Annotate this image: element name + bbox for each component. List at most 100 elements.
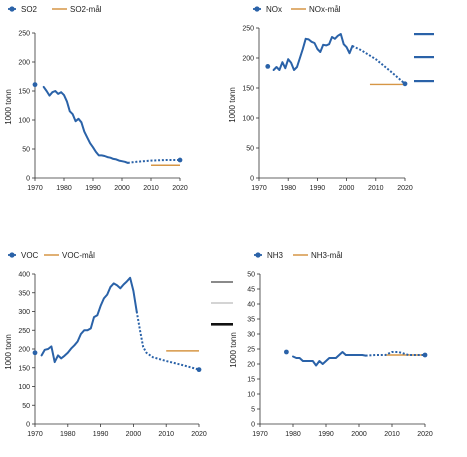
x-tick-label: 2020 <box>172 185 188 192</box>
plot-area: 1970 1980 1990 2000 2010 2020 0 5 10 15 20 25 30 35 40… <box>247 272 433 439</box>
projection-line <box>135 311 200 371</box>
legend-series-marker <box>9 252 15 258</box>
end-point <box>196 367 202 373</box>
x-tick-label: 2020 <box>417 431 433 438</box>
data-point <box>284 349 289 355</box>
series-line <box>272 33 354 71</box>
end-point <box>402 81 408 87</box>
x-tick-label: 2020 <box>397 185 413 192</box>
chart-nh3: NH3 NH3-mål 1000 tonn 1970 1980 1990 2000 20… <box>229 251 433 438</box>
y-tick-label: 20 <box>247 362 255 369</box>
legend-nox: NOx NOx-mål <box>253 5 341 14</box>
data-point <box>32 82 38 88</box>
y-tick-label: 5 <box>251 407 255 414</box>
side-marks <box>211 33 434 326</box>
data-point <box>32 350 38 356</box>
x-tick-label: 1980 <box>280 185 296 192</box>
y-axis-label: 1000 tonn <box>4 334 13 370</box>
x-tick-label: 2000 <box>114 185 130 192</box>
y-tick-label: 50 <box>246 146 254 153</box>
y-tick-label: 10 <box>247 392 255 399</box>
side-mark <box>211 302 233 304</box>
y-axis-label: 1000 tonn <box>228 87 237 123</box>
side-mark <box>414 80 434 83</box>
y-tick-label: 100 <box>242 116 254 123</box>
chart-nox: NOx NOx-mål 1000 tonn 1970 1980 1990 2000 20… <box>228 5 413 192</box>
end-point <box>177 157 183 163</box>
y-tick-label: 50 <box>22 403 30 410</box>
x-tick-label: 2000 <box>126 431 142 438</box>
x-tick-label: 1980 <box>285 431 301 438</box>
x-tick-label: 1970 <box>27 431 43 438</box>
y-tick-label: 30 <box>247 332 255 339</box>
y-tick-label: 200 <box>18 60 30 67</box>
plot-area: 1970 1980 1990 2000 2010 2020 0 50 100 150 200 250 <box>18 31 188 193</box>
series-line <box>40 276 138 364</box>
y-tick-label: 0 <box>250 176 254 183</box>
y-tick-label: 350 <box>18 290 30 297</box>
y-tick-label: 45 <box>247 287 255 294</box>
x-tick-label: 1990 <box>85 185 101 192</box>
y-tick-label: 0 <box>26 176 30 183</box>
plot-area: 1970 1980 1990 2000 2010 2020 0 50 100 150 200 250 <box>242 26 413 193</box>
legend-series-label: VOC <box>21 251 39 260</box>
y-tick-label: 150 <box>18 89 30 96</box>
x-tick-label: 1970 <box>252 431 268 438</box>
side-mark <box>414 33 434 36</box>
legend-target-label: VOC-mål <box>62 251 95 260</box>
legend-series-marker <box>255 252 261 258</box>
legend-voc: VOC VOC-mål <box>8 251 95 260</box>
chart-voc: VOC VOC-mål 1000 tonn 1970 1980 1990 2000 20… <box>4 251 207 438</box>
side-mark <box>211 323 233 326</box>
x-tick-label: 1970 <box>251 185 267 192</box>
legend-series-marker <box>9 6 15 12</box>
projection-line <box>127 159 180 164</box>
y-axis-label: 1000 tonn <box>4 89 13 125</box>
y-tick-label: 200 <box>242 56 254 63</box>
y-tick-label: 400 <box>18 272 30 279</box>
projection-line <box>365 351 425 357</box>
y-tick-label: 25 <box>247 347 255 354</box>
plot-area: 1970 1980 1990 2000 2010 2020 0 50 100 150 200 250 3… <box>18 272 207 439</box>
x-tick-label: 2010 <box>143 185 159 192</box>
x-tick-label: 1970 <box>27 185 43 192</box>
y-tick-label: 150 <box>242 86 254 93</box>
y-tick-label: 35 <box>247 317 255 324</box>
side-mark <box>211 281 233 283</box>
y-tick-label: 0 <box>251 422 255 429</box>
x-tick-label: 1990 <box>93 431 109 438</box>
legend-series-label: SO2 <box>21 5 38 14</box>
x-tick-label: 2010 <box>158 431 174 438</box>
y-tick-label: 50 <box>247 272 255 279</box>
y-tick-label: 100 <box>18 384 30 391</box>
y-tick-label: 250 <box>18 31 30 38</box>
legend-target-label: SO2-mål <box>70 5 102 14</box>
legend-target-label: NOx-mål <box>309 5 341 14</box>
y-tick-label: 200 <box>18 347 30 354</box>
y-tick-label: 40 <box>247 302 255 309</box>
y-tick-label: 100 <box>18 118 30 125</box>
y-axis-label: 1000 tonn <box>229 332 238 368</box>
y-tick-label: 50 <box>22 147 30 154</box>
x-tick-label: 2010 <box>368 185 384 192</box>
y-tick-label: 300 <box>18 309 30 316</box>
data-point <box>265 64 271 69</box>
y-tick-label: 250 <box>242 26 254 33</box>
legend-series-label: NOx <box>266 5 282 14</box>
legend-series-label: NH3 <box>267 251 284 260</box>
x-tick-label: 1980 <box>60 431 76 438</box>
x-tick-label: 2000 <box>339 185 355 192</box>
x-tick-label: 2020 <box>191 431 207 438</box>
y-tick-label: 0 <box>26 422 30 429</box>
x-tick-label: 1980 <box>56 185 72 192</box>
x-tick-label: 2010 <box>384 431 400 438</box>
series-line <box>42 85 129 164</box>
x-tick-label: 1990 <box>310 185 326 192</box>
legend-nh3: NH3 NH3-mål <box>254 251 343 260</box>
chart-so2: SO2 SO2-mål 1000 tonn 1970 1980 1990 2000 20… <box>4 5 188 192</box>
end-point <box>422 352 428 358</box>
x-tick-label: 1990 <box>318 431 334 438</box>
legend-target-label: NH3-mål <box>311 251 343 260</box>
y-tick-label: 15 <box>247 377 255 384</box>
